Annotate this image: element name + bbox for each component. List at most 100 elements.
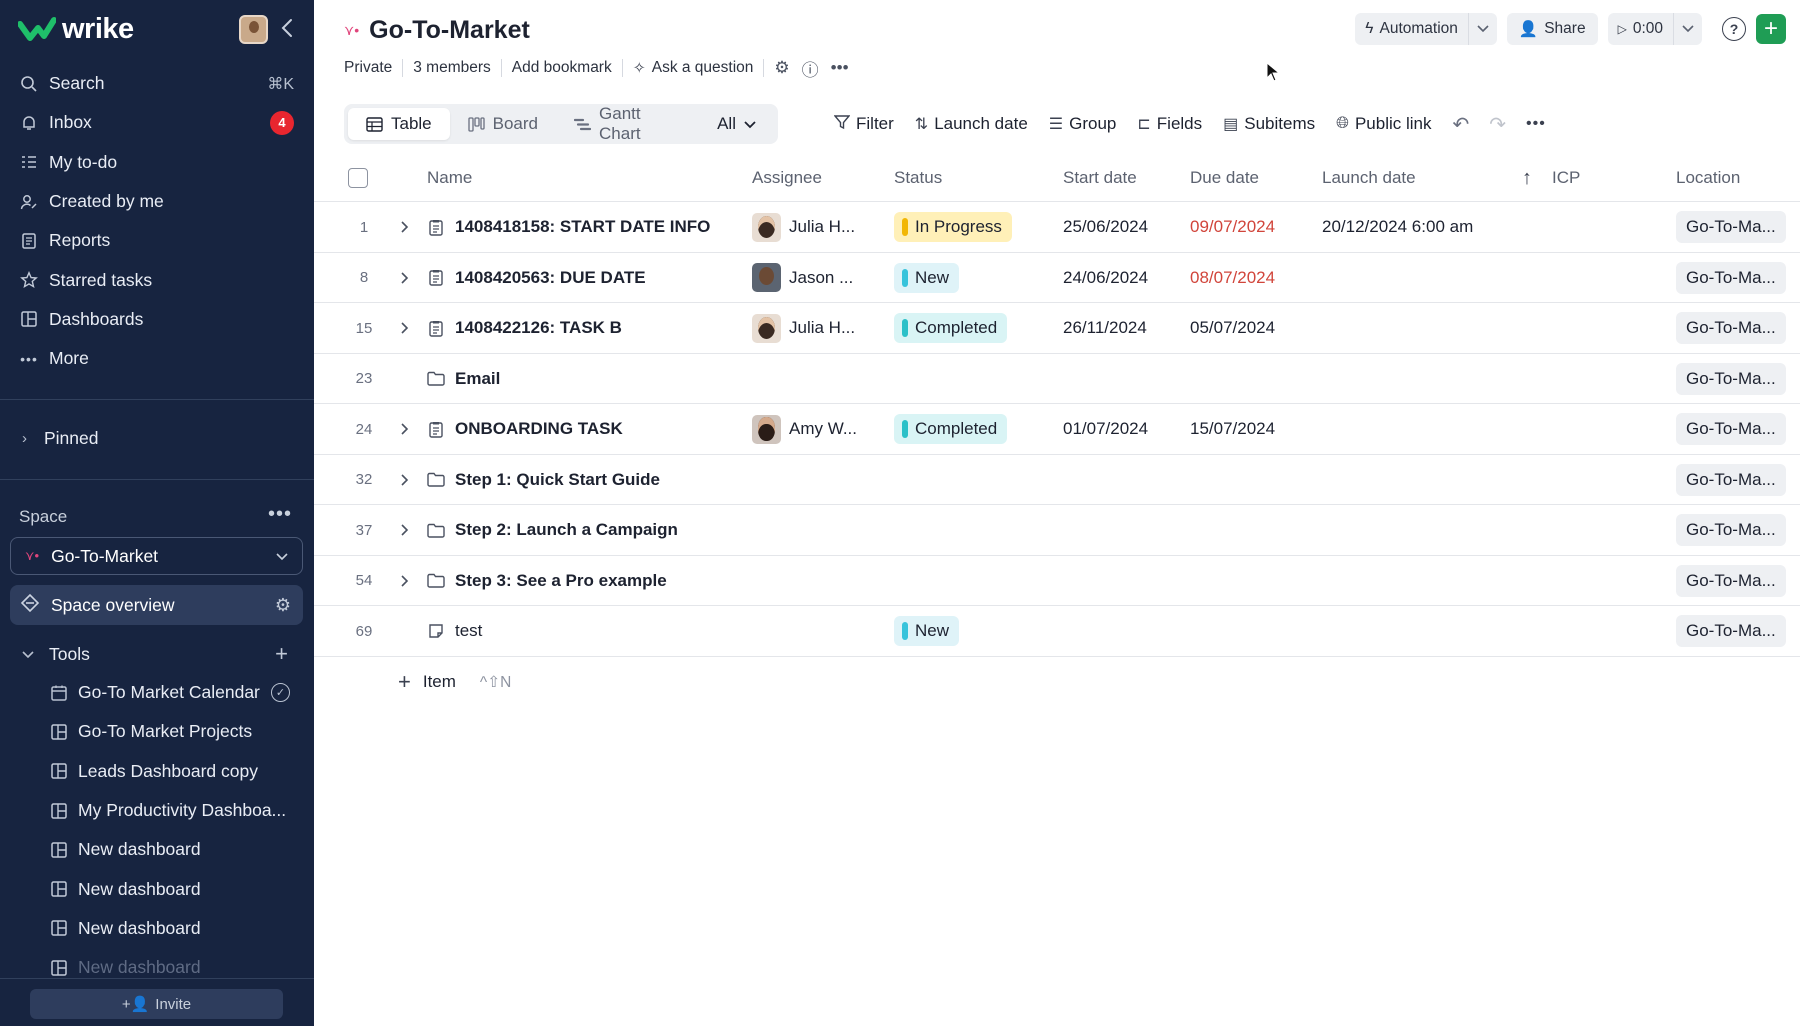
location-cell[interactable]: Go-To-Ma... (1676, 404, 1786, 454)
sort-button[interactable]: ⇅ Launch date (915, 114, 1028, 134)
subitems-button[interactable]: ▤ Subitems (1223, 114, 1315, 134)
wrike-logo[interactable]: wrike (18, 12, 134, 46)
assignee-cell[interactable]: Julia H... (752, 303, 855, 353)
start-date-cell[interactable]: 24/06/2024 (1063, 267, 1149, 287)
sidebar-item-reports[interactable]: Reports (0, 221, 314, 260)
task-name-cell[interactable]: Step 2: Launch a Campaign (427, 505, 678, 555)
location-cell[interactable]: Go-To-Ma... (1676, 303, 1786, 353)
tab-board[interactable]: Board (450, 108, 556, 140)
sidebar-item-starred-tasks[interactable]: Starred tasks (0, 260, 314, 299)
start-date-cell[interactable]: 26/11/2024 (1063, 318, 1147, 337)
table-row[interactable]: 8 1408420563: DUE DATE Jason ... New 24/06/2… (314, 253, 1800, 303)
table-row[interactable]: 1 1408418158: START DATE INFO Julia H... In… (314, 202, 1800, 253)
redo-icon[interactable]: ↷ (1489, 113, 1507, 136)
due-date-cell[interactable]: 15/07/2024 (1190, 419, 1276, 438)
share-button[interactable]: 👤 Share (1506, 13, 1598, 45)
help-icon[interactable]: ? (1722, 17, 1746, 41)
add-new-button[interactable]: + (1756, 14, 1786, 44)
timer-dropdown-icon[interactable] (1674, 13, 1702, 45)
gear-icon[interactable]: ⚙ (774, 58, 790, 77)
sidebar-item-my-to-do[interactable]: My to-do (0, 143, 314, 182)
status-cell[interactable]: New (894, 253, 960, 303)
task-name-cell[interactable]: Email (427, 354, 500, 404)
table-row[interactable]: 32 Step 1: Quick Start Guide Go-To-Ma... (314, 455, 1800, 505)
start-date-cell[interactable]: 25/06/2024 (1063, 217, 1149, 236)
automation-dropdown-icon[interactable] (1469, 13, 1497, 45)
status-cell[interactable]: Completed (894, 303, 1008, 353)
sort-ascending-icon[interactable]: ↑ (1522, 166, 1532, 189)
add-bookmark-button[interactable]: Add bookmark (511, 59, 612, 76)
location-cell[interactable]: Go-To-Ma... (1676, 455, 1786, 505)
location-cell[interactable]: Go-To-Ma... (1676, 606, 1786, 656)
automation-button[interactable]: ϟ Automation (1355, 13, 1469, 45)
table-row[interactable]: 69 test New Go-To-Ma... (314, 606, 1800, 657)
location-cell[interactable]: Go-To-Ma... (1676, 354, 1786, 404)
chevron-right-icon[interactable] (400, 253, 409, 303)
select-all-checkbox[interactable] (348, 154, 368, 202)
group-button[interactable]: ☰ Group (1049, 114, 1117, 134)
tool-item[interactable]: New dashboard (0, 869, 314, 908)
tab-table[interactable]: Table (348, 108, 450, 140)
chevron-right-icon[interactable] (400, 455, 409, 505)
tool-item[interactable]: New dashboard (0, 909, 314, 948)
undo-icon[interactable]: ↶ (1452, 113, 1470, 136)
column-header-due-date[interactable]: Due date (1190, 168, 1259, 187)
chevron-right-icon[interactable] (400, 556, 409, 606)
start-date-cell[interactable]: 01/07/2024 (1063, 419, 1149, 438)
column-header-assignee[interactable]: Assignee (752, 168, 822, 187)
task-name-cell[interactable]: Step 3: See a Pro example (427, 556, 667, 606)
status-cell[interactable]: New (894, 606, 960, 656)
chevron-right-icon[interactable] (400, 404, 409, 454)
more-icon[interactable]: ••• (1526, 115, 1546, 132)
collapse-sidebar-icon[interactable] (280, 17, 302, 41)
table-row[interactable]: 37 Step 2: Launch a Campaign Go-To-Ma... (314, 505, 1800, 556)
column-header-status[interactable]: Status (894, 168, 943, 187)
ask-question-button[interactable]: Ask a question (651, 59, 754, 76)
due-date-cell[interactable]: 05/07/2024 (1190, 318, 1276, 337)
task-name-cell[interactable]: Step 1: Quick Start Guide (427, 455, 660, 505)
location-cell[interactable]: Go-To-Ma... (1676, 556, 1786, 606)
location-cell[interactable]: Go-To-Ma... (1676, 253, 1786, 303)
column-header-icp[interactable]: ICP (1552, 168, 1581, 187)
fields-button[interactable]: ⊏ Fields (1137, 114, 1202, 134)
tab-gantt-chart[interactable]: Gantt Chart (556, 104, 691, 143)
location-cell[interactable]: Go-To-Ma... (1676, 505, 1786, 555)
public-link-button[interactable]: 🌐︎ Public link (1336, 114, 1431, 134)
filter-button[interactable]: Filter (833, 114, 894, 135)
tool-item[interactable]: Go-To Market Projects (0, 712, 314, 751)
column-header-launch-date[interactable]: Launch date (1322, 168, 1416, 187)
task-name-cell[interactable]: ONBOARDING TASK (427, 404, 623, 454)
status-cell[interactable]: In Progress (894, 202, 1012, 252)
sidebar-item-space-overview[interactable]: Space overview ⚙ (10, 585, 303, 625)
location-cell[interactable]: Go-To-Ma... (1676, 202, 1786, 252)
tool-item[interactable]: My Productivity Dashboa... (0, 791, 314, 830)
table-row[interactable]: 15 1408422126: TASK B Julia H... Completed 2… (314, 303, 1800, 354)
assignee-cell[interactable]: Julia H... (752, 202, 855, 252)
members-button[interactable]: 3 members (413, 59, 491, 76)
pinned-section-toggle[interactable]: › Pinned (0, 420, 314, 456)
table-row[interactable]: 23 Email Go-To-Ma... (314, 354, 1800, 404)
space-more-icon[interactable]: ••• (268, 503, 293, 525)
invite-button[interactable]: +👤 Invite (30, 989, 283, 1019)
launch-date-cell[interactable]: 20/12/2024 6:00 am (1322, 217, 1474, 236)
table-row[interactable]: 54 Step 3: See a Pro example Go-To-Ma... (314, 556, 1800, 606)
sidebar-item-more[interactable]: ••• More (0, 339, 314, 378)
tools-section-toggle[interactable]: Tools + (0, 635, 314, 673)
chevron-right-icon[interactable] (400, 303, 409, 353)
check-circle-icon[interactable]: ✓ (271, 683, 290, 703)
task-name-cell[interactable]: 1408418158: START DATE INFO (427, 202, 710, 252)
tool-item[interactable]: Go-To Market Calendar ✓ (0, 673, 314, 712)
tool-item[interactable]: Leads Dashboard copy (0, 752, 314, 791)
tool-item[interactable]: New dashboard (0, 948, 314, 978)
sidebar-item-created-by-me[interactable]: Created by me (0, 182, 314, 221)
chevron-right-icon[interactable] (400, 505, 409, 555)
chevron-right-icon[interactable] (400, 202, 409, 252)
add-item-button[interactable]: + Item ^⇧N (398, 668, 511, 696)
column-header-start-date[interactable]: Start date (1063, 168, 1137, 187)
task-name-cell[interactable]: 1408422126: TASK B (427, 303, 622, 353)
timer-button[interactable]: ▷ 0:00 (1608, 13, 1674, 45)
sidebar-item-dashboards[interactable]: Dashboards (0, 300, 314, 339)
sidebar-item-inbox[interactable]: Inbox 4 (0, 103, 314, 142)
column-header-location[interactable]: Location (1676, 168, 1741, 187)
status-cell[interactable]: Completed (894, 404, 1008, 454)
